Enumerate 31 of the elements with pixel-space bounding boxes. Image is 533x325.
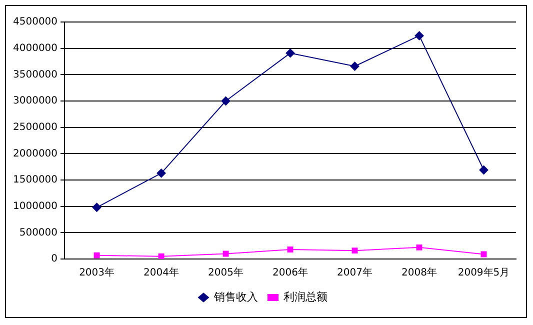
point (94, 252, 100, 258)
legend-label: 销售收入 (213, 290, 258, 304)
y-tick-label: 2500000 (12, 122, 58, 133)
point (352, 248, 358, 254)
x-tick-label: 2007年 (337, 266, 372, 279)
point (158, 253, 164, 259)
point (414, 31, 424, 40)
y-tick-label: 500000 (19, 227, 58, 238)
y-tick-label: 3000000 (12, 96, 58, 107)
x-tick-label: 2009年5月 (458, 266, 510, 279)
legend-label: 利润总额 (284, 290, 328, 304)
point (479, 165, 488, 174)
y-tick-label: 4000000 (12, 42, 58, 54)
x-tick-label: 2004年 (144, 266, 180, 279)
point (416, 244, 422, 250)
y-tick-label: 1000000 (12, 200, 58, 212)
point (92, 202, 102, 212)
y-tick-label: 4500000 (12, 16, 58, 28)
point (156, 168, 166, 178)
y-tick-label: 3500000 (12, 69, 58, 80)
point (221, 96, 230, 106)
y-tick-label: 0 (51, 254, 58, 265)
x-tick-label: 2005年 (208, 266, 244, 279)
point (286, 48, 295, 58)
point (287, 246, 294, 252)
x-tick-label: 2003年 (79, 266, 115, 279)
y-tick-label: 2000000 (12, 148, 58, 160)
x-tick-label: 2006年 (272, 266, 308, 279)
point (350, 62, 360, 71)
y-tick-label: 1500000 (12, 174, 58, 186)
x-tick-label: 2008年 (402, 266, 437, 279)
